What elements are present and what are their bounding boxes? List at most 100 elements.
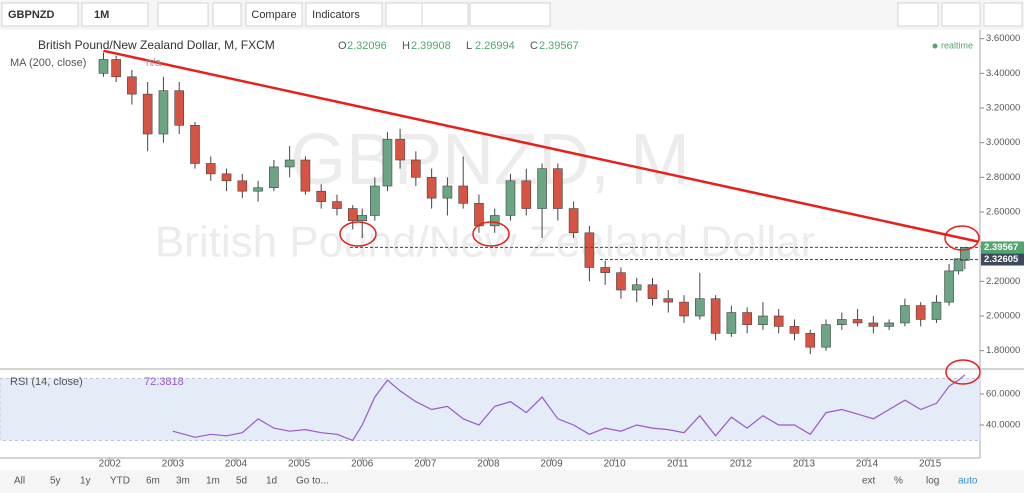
ohlc-value: 2.39567 xyxy=(539,40,579,52)
rsi-band xyxy=(0,378,981,441)
candle-body xyxy=(679,301,689,317)
indicators: Indicators xyxy=(312,9,360,21)
highlight-circle xyxy=(944,225,980,251)
undo-redo[interactable] xyxy=(469,2,551,27)
time-tick-label: 2014 xyxy=(856,459,879,470)
scale-button[interactable]: log xyxy=(926,476,939,487)
price-tick-label: 3.40000 xyxy=(986,68,1020,79)
time-tick-label: 2003 xyxy=(162,459,185,470)
price-tick-label: 2.80000 xyxy=(986,172,1020,183)
range-button[interactable]: 6m xyxy=(146,476,160,487)
range-button[interactable]: 3m xyxy=(176,476,190,487)
interval: 1M xyxy=(94,9,109,21)
price-label: 2.32605 xyxy=(984,254,1019,265)
candle-body xyxy=(142,93,153,135)
candle-body xyxy=(158,90,169,135)
chart-style[interactable] xyxy=(157,2,209,27)
symbol: GBPNZD xyxy=(8,9,55,21)
scale-button[interactable]: auto xyxy=(958,476,978,487)
time-tick-label: 2006 xyxy=(351,459,374,470)
cloud[interactable] xyxy=(941,2,981,27)
time-tick-label: 2008 xyxy=(477,459,500,470)
ohlc-letter: C xyxy=(530,40,538,52)
time-tick-label: 2002 xyxy=(99,459,122,470)
candle-body xyxy=(237,180,248,192)
rsi-line xyxy=(172,374,966,442)
price-label: 2.39567 xyxy=(984,242,1018,253)
candle-body xyxy=(521,180,532,209)
templates[interactable] xyxy=(421,2,469,27)
candle-body xyxy=(474,203,484,227)
ohlc-letter: L xyxy=(466,40,472,52)
scale-button[interactable]: ext xyxy=(862,476,876,487)
study-value: n/a xyxy=(146,57,162,69)
watermark: GBPNZD, M xyxy=(290,120,690,200)
ohlc-value: 2.39908 xyxy=(411,40,451,52)
candle-body xyxy=(269,166,279,189)
price-label-box xyxy=(981,253,1024,266)
candle-body xyxy=(537,168,547,209)
interval-box[interactable] xyxy=(81,2,149,27)
range-bar xyxy=(0,470,1024,493)
candle-body xyxy=(710,298,721,334)
highlight-circle xyxy=(945,359,981,385)
candle-body xyxy=(98,59,109,74)
price-tick-label: 2.20000 xyxy=(986,276,1020,287)
candle-body xyxy=(931,301,942,320)
price-tick-label: 3.20000 xyxy=(986,103,1020,114)
rsi-last: 72.3818 xyxy=(144,376,184,388)
time-tick-label: 2004 xyxy=(225,459,248,470)
range-button[interactable]: 5y xyxy=(50,476,61,487)
range-button[interactable]: 5d xyxy=(236,476,247,487)
price-tick-label: 2.00000 xyxy=(986,311,1020,322)
range-button[interactable]: YTD xyxy=(110,476,130,487)
compare-button[interactable] xyxy=(245,2,303,27)
candle-body xyxy=(953,258,964,272)
range-button[interactable]: All xyxy=(14,476,25,487)
price-tick-label: 2.60000 xyxy=(986,207,1020,218)
candle-body xyxy=(357,215,368,221)
candle-body xyxy=(347,208,358,221)
range-button[interactable]: 1y xyxy=(80,476,91,487)
candle-body xyxy=(944,270,954,303)
candle-body xyxy=(915,305,926,320)
candle-body xyxy=(253,187,263,192)
legend-title: British Pound/New Zealand Dollar, M, FXC… xyxy=(38,38,275,52)
candle-body xyxy=(837,319,847,325)
candle-body xyxy=(221,173,232,182)
time-tick-label: 2010 xyxy=(604,459,627,470)
symbol-box[interactable] xyxy=(1,2,79,27)
candle-body xyxy=(382,138,393,187)
candle-body xyxy=(852,319,863,324)
ohlc-letter: O xyxy=(338,40,347,52)
study-label: MA (200, close) xyxy=(10,57,86,69)
candle-body xyxy=(821,324,831,348)
candle-body xyxy=(663,298,674,303)
highlight-circle xyxy=(472,221,510,247)
compare: Compare xyxy=(251,9,296,21)
layout[interactable] xyxy=(897,2,939,27)
price-tick-label: 1.80000 xyxy=(986,345,1020,356)
scale-button[interactable]: % xyxy=(894,476,903,487)
publish[interactable] xyxy=(983,2,1023,27)
range-button[interactable]: Go to... xyxy=(296,476,329,487)
price-tick-label: 3.00000 xyxy=(986,137,1020,148)
candle-body xyxy=(742,312,752,325)
candle-body xyxy=(631,284,642,291)
ohlc-value: 2.26994 xyxy=(475,40,515,52)
range-button[interactable]: 1d xyxy=(266,476,277,487)
candle-body xyxy=(300,159,311,192)
candle-body xyxy=(884,322,894,327)
realtime-dot xyxy=(932,43,938,49)
candle-body xyxy=(489,215,500,227)
rsi-label: RSI (14, close) xyxy=(10,376,83,388)
candle-body xyxy=(726,312,737,334)
time-tick-label: 2011 xyxy=(667,459,689,470)
price-tick-label: 3.60000 xyxy=(986,33,1020,44)
indicators-button[interactable] xyxy=(305,2,383,27)
settings[interactable] xyxy=(212,2,242,27)
candle-body xyxy=(868,322,879,327)
candle-body xyxy=(442,185,453,199)
range-button[interactable]: 1m xyxy=(206,476,220,487)
candle-body xyxy=(426,177,437,199)
